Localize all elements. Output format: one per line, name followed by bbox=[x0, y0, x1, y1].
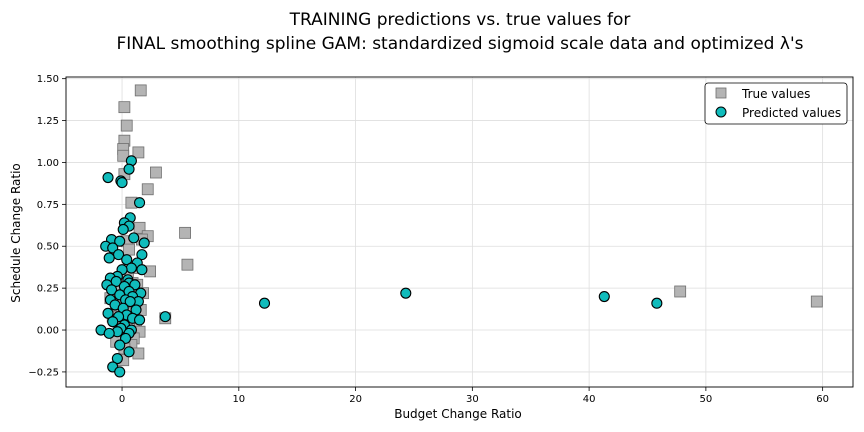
y-tick-label: 1.50 bbox=[37, 74, 59, 85]
y-tick-label: 0.50 bbox=[37, 242, 59, 253]
x-tick-label: 0 bbox=[119, 394, 125, 405]
true-value-point bbox=[132, 146, 145, 159]
x-axis-label: Budget Change Ratio bbox=[394, 407, 522, 421]
true-value-point bbox=[179, 226, 192, 239]
y-axis-label: Schedule Change Ratio bbox=[9, 163, 23, 303]
predicted-value-point bbox=[258, 297, 271, 309]
chart-title-line-1: TRAINING predictions vs. true values for bbox=[289, 10, 631, 30]
predicted-value-point bbox=[136, 249, 148, 261]
predicted-value-point bbox=[138, 237, 150, 249]
predicted-value-point bbox=[111, 352, 123, 365]
predicted-value-point bbox=[123, 163, 135, 175]
true-value-point bbox=[123, 243, 135, 256]
predicted-value-point bbox=[651, 297, 663, 309]
true-value-point bbox=[120, 119, 133, 132]
predicted-value-point bbox=[128, 232, 140, 244]
predicted-value-point bbox=[116, 177, 128, 189]
true-value-point bbox=[117, 149, 130, 162]
predicted-values-series bbox=[95, 155, 663, 378]
plot-marks bbox=[95, 84, 823, 378]
true-value-point bbox=[810, 295, 823, 308]
true-values-series bbox=[104, 84, 823, 367]
x-tick-label: 60 bbox=[816, 394, 829, 405]
predicted-value-point bbox=[102, 171, 114, 184]
x-tick-label: 40 bbox=[583, 394, 596, 405]
predicted-value-point bbox=[117, 223, 129, 236]
y-tick-label: 1.25 bbox=[37, 116, 59, 127]
legend: True values Predicted values bbox=[704, 82, 848, 125]
predicted-value-point bbox=[121, 254, 133, 266]
x-tick-label: 20 bbox=[349, 394, 362, 405]
true-value-point bbox=[674, 285, 687, 298]
true-value-point bbox=[132, 347, 145, 360]
predicted-value-point bbox=[400, 287, 412, 299]
true-value-point bbox=[150, 166, 162, 179]
predicted-value-point bbox=[598, 290, 610, 303]
true-value-point bbox=[141, 183, 154, 196]
y-tick-label: 0.75 bbox=[37, 200, 59, 211]
predicted-value-point bbox=[114, 339, 126, 351]
predicted-value-point bbox=[114, 366, 126, 378]
legend-box bbox=[704, 82, 848, 125]
predicted-value-point bbox=[136, 264, 148, 276]
predicted-value-point bbox=[125, 262, 137, 274]
predicted-value-point bbox=[124, 295, 136, 308]
y-tick-label: 0.25 bbox=[37, 284, 59, 295]
y-tick-label: −0.25 bbox=[28, 367, 59, 378]
legend-true-values-marker bbox=[715, 87, 727, 99]
x-tick-label: 30 bbox=[466, 394, 479, 405]
axis-ticks: 0 10 20 30 40 50 60 −0.25 0.00 0.25 0.50 0.75 1.00 1.… bbox=[28, 74, 829, 405]
predicted-value-point bbox=[134, 314, 146, 326]
predicted-value-point bbox=[123, 346, 135, 358]
predicted-value-point bbox=[102, 307, 114, 319]
predicted-value-point bbox=[159, 311, 171, 323]
true-value-point bbox=[118, 101, 131, 114]
predicted-value-point bbox=[103, 252, 115, 264]
predicted-value-point bbox=[114, 235, 126, 247]
true-value-point bbox=[134, 84, 147, 97]
predicted-value-point bbox=[103, 327, 115, 339]
true-value-point bbox=[181, 258, 194, 271]
predicted-value-point bbox=[134, 197, 146, 209]
x-tick-label: 50 bbox=[700, 394, 713, 405]
chart-title-line-2: FINAL smoothing spline GAM: standardized… bbox=[117, 34, 804, 54]
y-tick-label: 1.00 bbox=[37, 158, 59, 169]
y-tick-label: 0.00 bbox=[37, 326, 59, 337]
legend-predicted-values-marker bbox=[715, 106, 727, 118]
plot-frame bbox=[65, 76, 854, 388]
legend-true-values-label: True values bbox=[741, 87, 810, 101]
legend-predicted-values-label: Predicted values bbox=[742, 106, 841, 120]
x-tick-label: 10 bbox=[232, 394, 245, 405]
predicted-value-point bbox=[107, 316, 119, 328]
